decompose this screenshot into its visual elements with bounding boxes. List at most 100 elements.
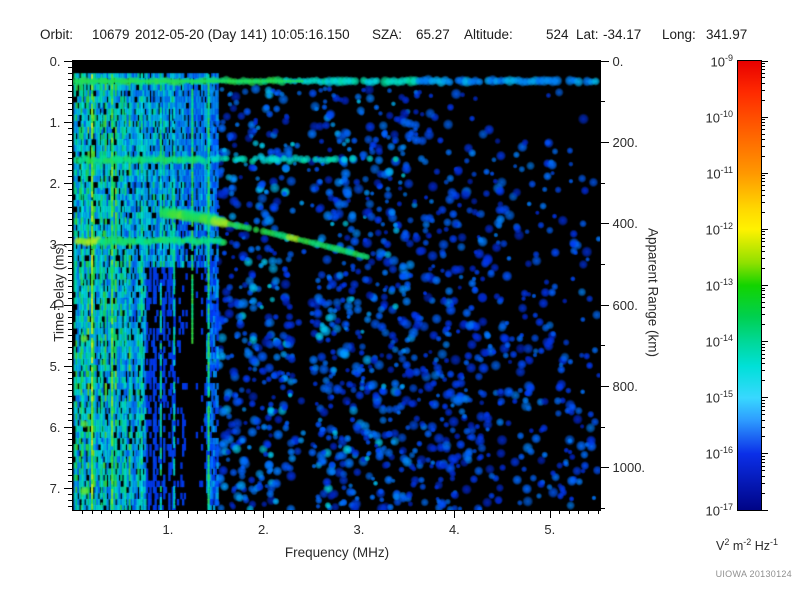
y-minor-tick [68, 219, 72, 221]
colorbar-minor-tick [761, 178, 765, 180]
y-minor-tick [68, 420, 72, 422]
colorbar-minor-tick [761, 465, 765, 467]
x-tick-label: 1. [162, 521, 174, 537]
y2-tick-label: 600. [612, 297, 638, 313]
y-major-tick [64, 487, 72, 489]
colorbar-major-tick [761, 116, 768, 118]
colorbar-minor-tick [761, 363, 765, 365]
y-minor-tick [68, 505, 72, 507]
y2-major-tick [600, 141, 609, 143]
y2-minor-tick [600, 426, 605, 428]
colorbar-minor-tick [761, 77, 765, 79]
x-minor-tick [320, 509, 322, 514]
colorbar-minor-tick [761, 185, 765, 187]
x-minor-tick [387, 509, 389, 514]
colorbar-minor-tick [761, 475, 765, 477]
colorbar-minor-tick [761, 462, 765, 464]
colorbar-minor-tick [761, 297, 765, 299]
colorbar-major-tick [761, 285, 768, 286]
latitude-label: Lat: [576, 27, 599, 42]
y-minor-tick [68, 115, 72, 117]
y-tick-label: 2. [49, 175, 61, 191]
y-minor-tick [68, 341, 72, 343]
x-minor-tick [444, 509, 446, 514]
colorbar-minor-tick [761, 353, 765, 355]
colorbar-minor-tick [761, 346, 765, 348]
y-tick-label: 6. [49, 419, 61, 435]
orbit-label: Orbit: [40, 27, 74, 42]
x-minor-tick [187, 509, 189, 514]
colorbar-tick-label: 10-11 [706, 164, 733, 182]
x-minor-tick [215, 509, 217, 514]
y-major-tick [64, 426, 72, 428]
colorbar-minor-tick [761, 287, 765, 289]
y2-tick-label: 0. [612, 53, 624, 69]
colorbar-minor-tick [761, 301, 765, 303]
colorbar-minor-tick [761, 99, 765, 101]
y-minor-tick [68, 499, 72, 501]
y2-minor-tick [600, 345, 605, 347]
y-minor-tick [68, 335, 72, 337]
x-minor-tick [568, 509, 570, 514]
y-minor-tick [68, 164, 72, 166]
colorbar-tick-label: 10-9 [710, 52, 733, 69]
y-minor-tick [68, 145, 72, 147]
x-minor-tick [530, 509, 532, 514]
colorbar-tick-label: 10-15 [705, 389, 733, 406]
x-major-tick [263, 509, 265, 518]
y-tick-label: 1. [49, 114, 61, 130]
y-minor-tick [68, 72, 72, 74]
x-minor-tick [110, 509, 112, 514]
y-minor-tick [68, 322, 72, 324]
x-minor-tick [177, 509, 179, 514]
colorbar-tick-label: 10-17 [705, 501, 733, 518]
colorbar-minor-tick [761, 380, 765, 382]
x-minor-tick [368, 509, 370, 514]
x-minor-tick [435, 509, 437, 514]
x-minor-tick [511, 509, 513, 514]
colorbar-minor-tick [761, 211, 765, 213]
y-minor-tick [68, 78, 72, 80]
y2-major-tick [600, 304, 609, 306]
x-minor-tick [244, 509, 246, 514]
x-minor-tick [330, 509, 332, 514]
y-minor-tick [68, 206, 72, 208]
y-minor-tick [68, 444, 72, 446]
longitude-value: 341.97 [706, 27, 748, 42]
colorbar-minor-tick [761, 122, 765, 124]
y2-major-tick [600, 385, 609, 387]
y-minor-tick [68, 225, 72, 227]
y2-major-tick [600, 223, 609, 225]
longitude-label: Long: [662, 27, 696, 42]
y-minor-tick [68, 377, 72, 379]
y2-tick-label: 1000. [612, 460, 646, 476]
colorbar-minor-tick [761, 234, 765, 236]
y2-major-tick [600, 60, 609, 62]
x-minor-tick [578, 509, 580, 514]
colorbar-major-tick [761, 453, 768, 455]
colorbar-minor-tick [761, 314, 765, 316]
y-minor-tick [68, 84, 72, 86]
latitude-value: -34.17 [603, 27, 642, 42]
colorbar-minor-tick [761, 69, 765, 71]
y-minor-tick [68, 432, 72, 434]
y-minor-tick [68, 261, 72, 263]
x-minor-tick [473, 509, 475, 514]
colorbar-minor-tick [761, 241, 765, 243]
y-minor-tick [68, 255, 72, 257]
colorbar-minor-tick [761, 414, 765, 416]
y-minor-tick [68, 383, 72, 385]
y-minor-tick [68, 133, 72, 135]
y-minor-tick [68, 158, 72, 160]
y-minor-tick [68, 267, 72, 269]
x-minor-tick [492, 509, 494, 514]
colorbar-minor-tick [761, 129, 765, 131]
colorbar-minor-tick [761, 307, 765, 309]
y-minor-tick [68, 475, 72, 477]
colorbar-major-tick [761, 228, 768, 230]
x-minor-tick [540, 509, 542, 514]
colorbar-minor-tick [761, 181, 765, 183]
y2-minor-tick [600, 101, 605, 103]
x-minor-tick [129, 509, 131, 514]
y-minor-tick [68, 249, 72, 251]
